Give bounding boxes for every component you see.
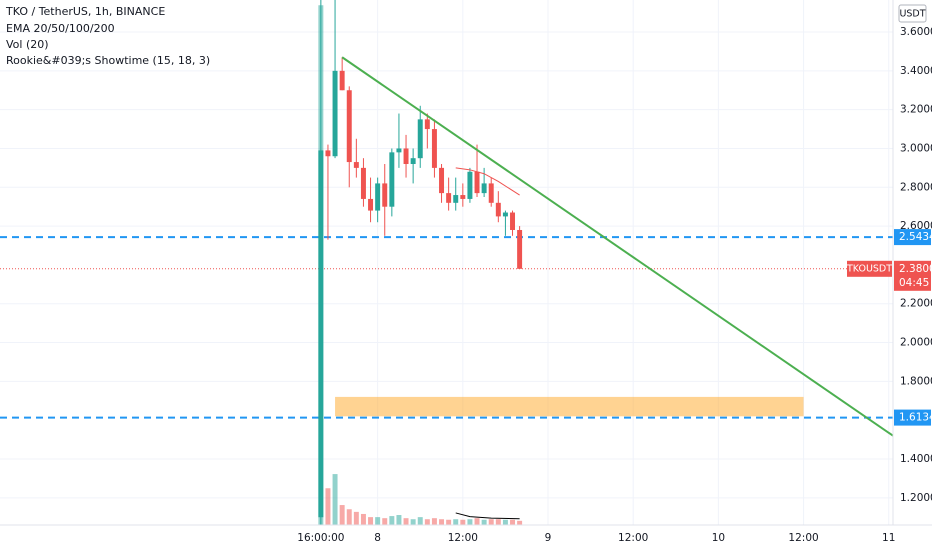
y-tick-label: 1.2000 <box>900 492 932 504</box>
volume-bar <box>389 516 395 525</box>
price-label: 2.5434 <box>899 231 932 243</box>
x-tick-label: 12:00 <box>618 532 648 544</box>
volume-bar <box>460 519 466 525</box>
y-tick-label: 3.6000 <box>900 26 932 38</box>
x-tick-label: 9 <box>545 532 552 544</box>
candle-body <box>353 162 359 168</box>
price-label-box <box>894 409 931 426</box>
volume-bar <box>453 519 459 525</box>
y-tick-label: 1.8000 <box>900 375 932 387</box>
symbol-label: TKOUSDT <box>846 263 892 274</box>
candle-body <box>460 195 466 199</box>
candle-body <box>495 202 501 217</box>
volume-bar <box>431 518 437 525</box>
x-tick-label: 10 <box>712 532 725 544</box>
volume-bar <box>346 509 352 525</box>
candle-body <box>502 212 508 217</box>
candle-body <box>510 212 516 230</box>
trendline <box>341 56 894 437</box>
y-tick-label: 3.0000 <box>900 142 932 154</box>
candle-body <box>325 150 331 157</box>
candle-body <box>453 195 459 203</box>
legend-symbol: TKO / TetherUS, 1h, BINANCE <box>5 5 165 18</box>
y-tick-label: 2.0000 <box>900 337 932 349</box>
volume-bar <box>502 519 508 525</box>
price-label: 1.6134 <box>899 412 932 424</box>
candle-body <box>467 171 473 199</box>
candle-body <box>431 129 437 168</box>
candle-body <box>318 150 324 518</box>
symbol-box <box>847 260 892 277</box>
x-tick-label: 11 <box>882 532 895 544</box>
candle-body <box>346 90 352 163</box>
currency-label[interactable]: USDT <box>899 9 925 20</box>
x-tick-label: 8 <box>374 532 381 544</box>
candle-body <box>403 148 409 165</box>
candle-body <box>389 152 395 207</box>
volume-bar <box>382 518 388 525</box>
volume-bar <box>488 519 494 525</box>
candle-body <box>368 198 374 211</box>
volume-bar <box>339 505 345 525</box>
volume-bar <box>417 517 423 525</box>
candle-body <box>439 167 445 194</box>
last-price-box <box>894 260 931 291</box>
candle-body <box>382 183 388 207</box>
volume-bar <box>403 518 409 525</box>
volume-bar <box>396 515 402 525</box>
volume-bar <box>332 474 338 525</box>
volume-bar <box>495 519 501 525</box>
legend-volume: Vol (20) <box>6 38 49 51</box>
y-tick-label: 3.2000 <box>900 104 932 116</box>
legend-ema: EMA 20/50/100/200 <box>6 22 115 35</box>
candle-body <box>424 119 430 130</box>
volume-bar <box>446 519 452 525</box>
volume-bar <box>481 519 487 525</box>
volume-bar <box>325 488 331 525</box>
candle-body <box>332 70 338 157</box>
volume-bar <box>474 518 480 525</box>
x-tick-label: 16:00:00 <box>297 532 344 544</box>
candle-body <box>481 183 487 194</box>
x-tick-label: 12:00 <box>448 532 478 544</box>
volume-bar <box>517 520 523 525</box>
candle-body <box>517 229 523 269</box>
x-tick-label: 12:00 <box>788 532 818 544</box>
volume-bar <box>410 519 416 525</box>
candle-body <box>360 167 366 199</box>
zone <box>335 396 804 417</box>
currency-box[interactable] <box>898 4 927 23</box>
volume-bar <box>353 511 359 525</box>
y-tick-label: 3.4000 <box>900 65 932 77</box>
candle-body <box>410 158 416 165</box>
volume-bar <box>467 519 473 525</box>
volume-bar <box>375 517 381 525</box>
volume-bar <box>360 513 366 525</box>
volume-bar <box>439 519 445 525</box>
volume-bar <box>368 517 374 525</box>
candle-body <box>396 148 402 153</box>
y-tick-label: 2.8000 <box>900 181 932 193</box>
volume-bar <box>424 519 430 525</box>
candle-body <box>446 193 452 203</box>
y-tick-label: 2.2000 <box>900 298 932 310</box>
countdown-label: 04:45 <box>899 277 929 289</box>
y-tick-label: 1.4000 <box>900 453 932 465</box>
candle-body <box>474 171 480 194</box>
candle-body <box>339 70 345 91</box>
volume-bar <box>510 519 516 525</box>
candle-body <box>417 119 423 159</box>
legend-indicator: Rookie&#039;s Showtime (15, 18, 3) <box>6 54 210 67</box>
ema-line <box>455 167 520 196</box>
volume-ma-line <box>455 512 520 520</box>
candle-body <box>375 183 381 211</box>
price-label-box <box>894 229 931 246</box>
candle-body <box>488 183 494 203</box>
